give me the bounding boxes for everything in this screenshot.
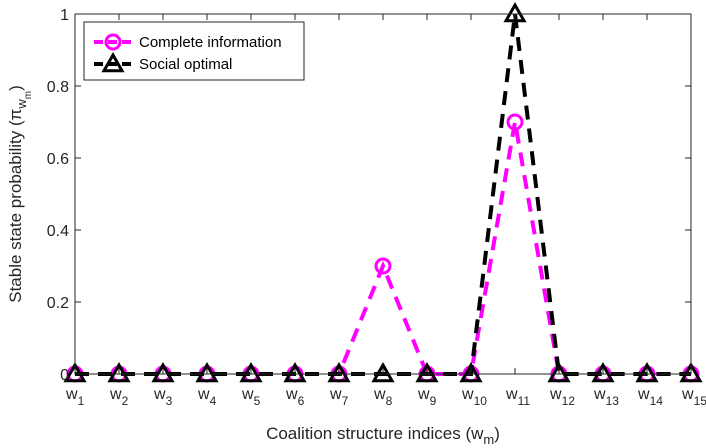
x-tick-label: w7 — [329, 386, 349, 408]
data-point-marker — [506, 113, 524, 131]
data-point-marker — [374, 257, 392, 275]
x-tick-subscript: 13 — [606, 394, 620, 408]
x-tick-prefix: w — [593, 386, 606, 403]
legend-marker — [101, 51, 125, 73]
legend: Complete information Social optimal — [83, 21, 305, 81]
x-axis-label-subscript: m — [483, 432, 494, 447]
x-tick-prefix: w — [197, 386, 210, 403]
x-tick-prefix: w — [109, 386, 122, 403]
y-tick-label: 0.2 — [47, 295, 69, 312]
x-tick-label: w2 — [109, 386, 129, 408]
y-tick-label: 0 — [60, 367, 69, 384]
y-axis-label-main: Stable state probability (π — [6, 109, 25, 303]
x-tick-subscript: 4 — [210, 394, 217, 408]
x-tick-subscript: 12 — [562, 394, 576, 408]
y-tick-label: 0.6 — [47, 151, 69, 168]
y-tick-label: 1 — [60, 7, 69, 24]
x-tick-subscript: 1 — [78, 394, 85, 408]
x-tick-prefix: w — [549, 386, 562, 403]
x-tick-subscript: 9 — [430, 394, 437, 408]
x-tick-subscript: 14 — [650, 394, 664, 408]
x-tick-label: w15 — [681, 386, 706, 408]
data-point-marker — [547, 361, 571, 383]
y-axis-label-close: ) — [6, 85, 25, 91]
x-tick-prefix: w — [241, 386, 254, 403]
data-point-marker — [239, 361, 263, 383]
x-axis-label-main: Coalition structure indices (w — [266, 424, 484, 443]
x-tick-label: w4 — [197, 386, 217, 408]
data-point-marker — [679, 361, 703, 383]
data-point-marker — [459, 361, 483, 383]
data-point-marker — [63, 361, 87, 383]
x-tick-prefix: w — [681, 386, 694, 403]
x-tick-label: w8 — [373, 386, 393, 408]
y-tick-label: 0.4 — [47, 223, 69, 240]
x-axis-label: Coalition structure indices (wm) — [266, 424, 500, 447]
x-tick-label: w6 — [285, 386, 305, 408]
x-tick-subscript: 6 — [298, 394, 305, 408]
data-point-marker — [283, 361, 307, 383]
data-point-marker — [503, 1, 527, 23]
x-tick-subscript: 11 — [518, 394, 531, 408]
x-tick-label: w13 — [593, 386, 619, 408]
y-axis-label: Stable state probability (πwm) — [6, 85, 34, 303]
data-point-marker — [327, 361, 351, 383]
x-tick-subscript: 15 — [694, 394, 706, 408]
legend-label: Social optimal — [139, 56, 232, 73]
x-tick-prefix: w — [417, 386, 430, 403]
x-tick-label: w5 — [241, 386, 261, 408]
x-tick-prefix: w — [637, 386, 650, 403]
legend-marker — [104, 33, 122, 51]
data-point-marker — [107, 361, 131, 383]
x-tick-subscript: 2 — [122, 394, 129, 408]
x-tick-subscript: 10 — [474, 394, 488, 408]
data-point-marker — [591, 361, 615, 383]
x-tick-label: w12 — [549, 386, 575, 408]
data-point-marker — [635, 361, 659, 383]
legend-label: Complete information — [139, 34, 282, 51]
data-point-marker — [415, 361, 439, 383]
x-tick-subscript: 3 — [166, 394, 173, 408]
x-tick-label: w11 — [505, 386, 530, 408]
x-tick-label: w10 — [461, 386, 487, 408]
x-tick-subscript: 7 — [342, 394, 349, 408]
x-tick-prefix: w — [373, 386, 386, 403]
x-tick-prefix: w — [285, 386, 298, 403]
x-tick-prefix: w — [505, 386, 518, 403]
x-tick-label: w1 — [65, 386, 85, 408]
x-tick-prefix: w — [65, 386, 78, 403]
data-point-marker — [195, 361, 219, 383]
x-tick-prefix: w — [461, 386, 474, 403]
x-tick-label: w14 — [637, 386, 663, 408]
data-point-marker — [371, 361, 395, 383]
x-tick-label: w9 — [417, 386, 437, 408]
x-tick-label: w3 — [153, 386, 173, 408]
y-axis-label-subsubscript: m — [23, 91, 34, 99]
x-tick-subscript: 5 — [254, 394, 261, 408]
y-tick-label: 0.8 — [47, 79, 69, 96]
x-tick-prefix: w — [329, 386, 342, 403]
y-axis-label-subscript: w — [14, 99, 29, 110]
x-tick-prefix: w — [153, 386, 166, 403]
x-axis-label-close: ) — [494, 424, 500, 443]
data-point-marker — [151, 361, 175, 383]
x-tick-subscript: 8 — [386, 394, 393, 408]
